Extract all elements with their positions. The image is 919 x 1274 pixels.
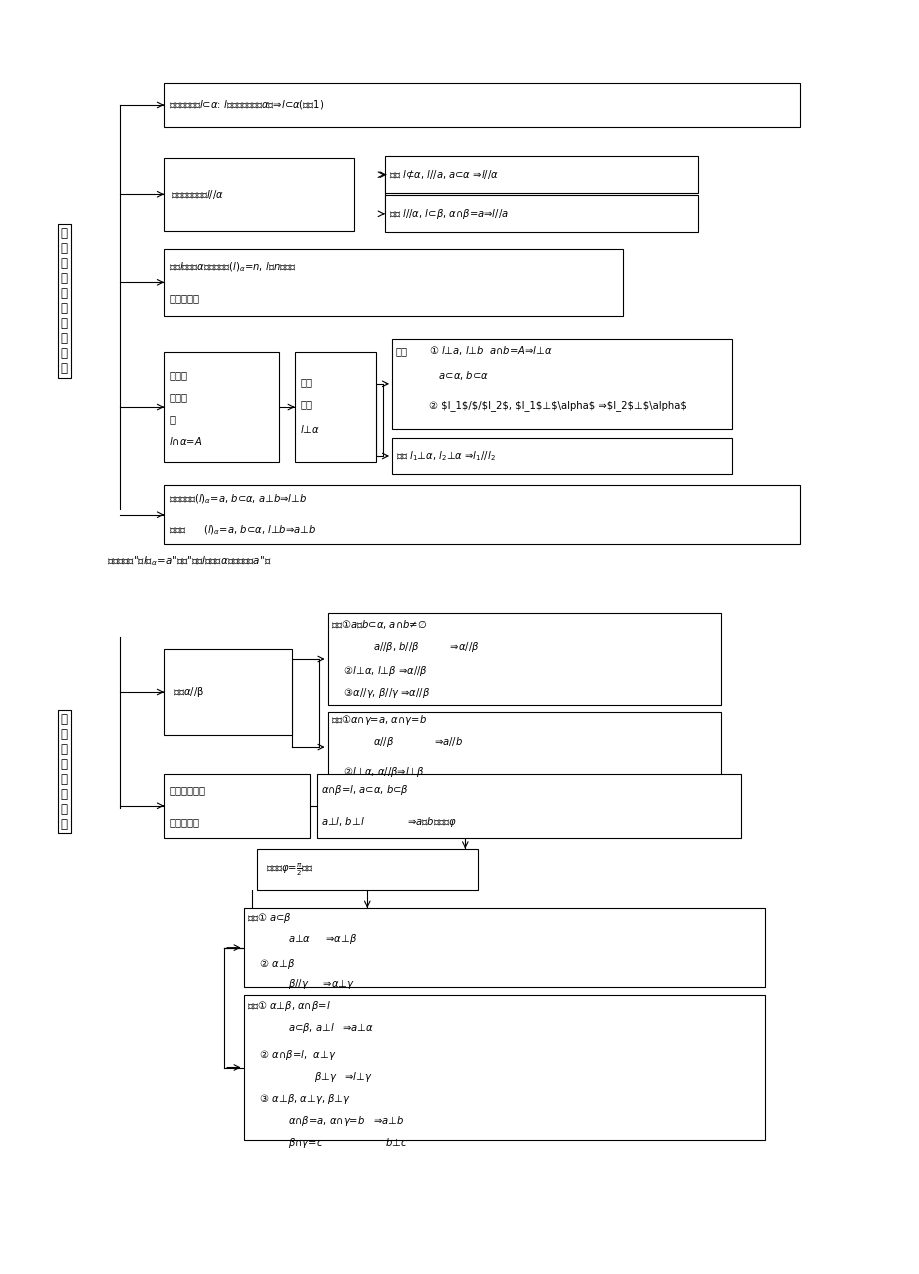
Bar (327, 712, 720, 782)
Text: 判定① $a$⊂$\beta$: 判定① $a$⊂$\beta$ (247, 911, 291, 925)
Text: 判定 $l$⊄$\alpha$, $l$//$a$, $a$⊂$\alpha$ ⇒$l$//$\alpha$: 判定 $l$⊄$\alpha$, $l$//$a$, $a$⊂$\alpha$ … (389, 168, 499, 181)
Text: 判定①$a$、$b$⊂$\alpha$, $a$∩$b$≠∅: 判定①$a$、$b$⊂$\alpha$, $a$∩$b$≠∅ (331, 618, 426, 632)
Text: 直线与平面平行$l$//$\alpha$: 直线与平面平行$l$//$\alpha$ (171, 187, 224, 201)
Text: ① $l$⊥$a$, $l$⊥$b$  $a$∩$b$=$A$⇒$l$⊥$\alpha$: ① $l$⊥$a$, $l$⊥$b$ $a$∩$b$=$A$⇒$l$⊥$\alp… (428, 344, 552, 357)
Text: 线面: 线面 (300, 377, 312, 387)
Text: 性质 $l$//$\alpha$, $l$⊂$\beta$, $\alpha$∩$\beta$=$a$⇒$l$//$a$: 性质 $l$//$\alpha$, $l$⊂$\beta$, $\alpha$∩… (389, 206, 509, 220)
Bar (316, 775, 740, 837)
Text: 相交（二面角: 相交（二面角 (169, 785, 205, 795)
Bar (384, 195, 698, 232)
Text: 直
线
与
平
面
的
位
置
关
系: 直 线 与 平 面 的 位 置 关 系 (61, 227, 68, 375)
Text: 直线与: 直线与 (169, 371, 187, 380)
Bar (164, 83, 800, 127)
Text: ③ $\alpha$⊥$\beta$, $\alpha$⊥$\gamma$, $\beta$⊥$\gamma$: ③ $\alpha$⊥$\beta$, $\alpha$⊥$\gamma$, $… (247, 1092, 351, 1106)
Text: $\alpha$∩$\beta$=$l$, $a$⊂$\alpha$, $b$⊂$\beta$: $\alpha$∩$\beta$=$l$, $a$⊂$\alpha$, $b$⊂… (321, 784, 409, 796)
Text: （上面符号"（$l$）$_{\alpha}$=$a$"表示"直线$l$在平面$\alpha$上的射影为$a$"）: （上面符号"（$l$）$_{\alpha}$=$a$"表示"直线$l$在平面$\… (107, 554, 271, 568)
Text: ③$\alpha$//$\gamma$, $\beta$//$\gamma$ ⇒$\alpha$//$\beta$: ③$\alpha$//$\gamma$, $\beta$//$\gamma$ ⇒… (331, 687, 430, 701)
Text: ②$l$⊥$\alpha$, $l$⊥$\beta$ ⇒$\alpha$//$\beta$: ②$l$⊥$\alpha$, $l$⊥$\beta$ ⇒$\alpha$//$\… (331, 664, 427, 678)
Text: ② $\alpha$⊥$\beta$: ② $\alpha$⊥$\beta$ (247, 957, 295, 971)
Text: $l$∩$\alpha$=$A$: $l$∩$\alpha$=$A$ (169, 436, 202, 447)
Bar (256, 848, 477, 891)
Text: $\beta$∩$\gamma$=$c$                    $b$⊥$c$: $\beta$∩$\gamma$=$c$ $b$⊥$c$ (288, 1136, 407, 1150)
Text: 平行$\alpha$//β: 平行$\alpha$//β (173, 685, 204, 699)
Text: ② $\alpha$∩$\beta$=$l$,  $\alpha$⊥$\gamma$: ② $\alpha$∩$\beta$=$l$, $\alpha$⊥$\gamma… (247, 1049, 336, 1063)
Text: 垂直: 垂直 (300, 400, 312, 410)
Bar (164, 248, 623, 316)
Bar (391, 438, 732, 474)
Text: 直线$l$与平面$\alpha$所成的角：$(l)_{\alpha}$=$n$, $l$与$n$所夹的: 直线$l$与平面$\alpha$所成的角：$(l)_{\alpha}$=$n$,… (169, 261, 297, 274)
Text: $\beta$⊥$\gamma$   ⇒$l$⊥$\gamma$: $\beta$⊥$\gamma$ ⇒$l$⊥$\gamma$ (314, 1070, 373, 1084)
Text: 性质① $\alpha$⊥$\beta$, $\alpha$∩$\beta$=$l$: 性质① $\alpha$⊥$\beta$, $\alpha$∩$\beta$=$… (247, 999, 331, 1013)
Text: 锐角或直角: 锐角或直角 (169, 293, 199, 303)
Text: 三垂线定理$(l)_{\alpha}$=$a$, $b$⊂$\alpha$, $a$⊥$b$⇒$l$⊥$b$: 三垂线定理$(l)_{\alpha}$=$a$, $b$⊂$\alpha$, $… (169, 492, 307, 506)
Text: 直线在平面内$l$⊂$\alpha$: $l$上有两点在平面$\alpha$上⇒$l$⊂$\alpha$(公理1): 直线在平面内$l$⊂$\alpha$: $l$上有两点在平面$\alpha$上⇒… (169, 98, 324, 112)
Text: $a$⊂$\beta$, $a$⊥$l$   ⇒$a$⊥$\alpha$: $a$⊂$\beta$, $a$⊥$l$ ⇒$a$⊥$\alpha$ (288, 1022, 373, 1036)
Bar (327, 613, 720, 705)
Text: $a$⊥$l$, $b$⊥$l$              ⇒$a$、$b$的交角$\varphi$: $a$⊥$l$, $b$⊥$l$ ⇒$a$、$b$的交角$\varphi$ (321, 814, 457, 828)
Text: $\beta$//$\gamma$     ⇒$\alpha$⊥$\gamma$: $\beta$//$\gamma$ ⇒$\alpha$⊥$\gamma$ (288, 977, 355, 991)
Text: 平面相: 平面相 (169, 392, 187, 403)
Text: $a$⊂$\alpha$, $b$⊂$\alpha$: $a$⊂$\alpha$, $b$⊂$\alpha$ (428, 368, 489, 382)
Text: 逆定理      $(l)_{\alpha}$=$a$, $b$⊂$\alpha$, $l$⊥$b$⇒$a$⊥$b$: 逆定理 $(l)_{\alpha}$=$a$, $b$⊂$\alpha$, $l… (169, 524, 316, 538)
Bar (164, 650, 292, 735)
Text: 判定: 判定 (395, 345, 407, 355)
Text: 垂直（$\varphi$=$\frac{\pi}{2}$时）: 垂直（$\varphi$=$\frac{\pi}{2}$时） (266, 861, 313, 878)
Bar (164, 775, 310, 837)
Bar (244, 995, 764, 1140)
Text: $\alpha$∩$\beta$=$a$, $\alpha$∩$\gamma$=$b$   ⇒$a$⊥$b$: $\alpha$∩$\beta$=$a$, $\alpha$∩$\gamma$=… (288, 1115, 403, 1129)
Text: 交: 交 (169, 414, 176, 424)
Text: 性质①$\alpha$∩$\gamma$=$a$, $\alpha$∩$\gamma$=$b$: 性质①$\alpha$∩$\gamma$=$a$, $\alpha$∩$\gam… (331, 713, 426, 727)
Text: $\alpha$//$\beta$             ⇒$a$//$b$: $\alpha$//$\beta$ ⇒$a$//$b$ (373, 735, 463, 749)
Bar (164, 485, 800, 544)
Bar (164, 158, 354, 231)
Bar (391, 339, 732, 429)
Text: 的平面角）: 的平面角） (169, 817, 199, 827)
Bar (164, 352, 278, 462)
Bar (384, 157, 698, 194)
Bar (244, 908, 764, 987)
Text: $l$⊥$\alpha$: $l$⊥$\alpha$ (300, 423, 320, 436)
Text: 两
平
面
的
位
置
关
系: 两 平 面 的 位 置 关 系 (61, 712, 68, 831)
Text: ②$l$⊥$\alpha$, $\alpha$//$\beta$⇒$l$⊥$\beta$: ②$l$⊥$\alpha$, $\alpha$//$\beta$⇒$l$⊥$\b… (331, 764, 425, 778)
Text: $a$//$\beta$, $b$//$\beta$          ⇒$\alpha$//$\beta$: $a$//$\beta$, $b$//$\beta$ ⇒$\alpha$//$\… (373, 640, 480, 654)
Text: 性质 $l_1$⊥$\alpha$, $l_2$⊥$\alpha$ ⇒$l_1$//$l_2$: 性质 $l_1$⊥$\alpha$, $l_2$⊥$\alpha$ ⇒$l_1$… (395, 450, 494, 462)
Text: $a$⊥$\alpha$     ⇒$\alpha$⊥$\beta$: $a$⊥$\alpha$ ⇒$\alpha$⊥$\beta$ (288, 933, 357, 947)
Text: ② $l_1$/$/$l_2$, $l_1$⊥$\alpha$ ⇒$l_2$⊥$\alpha$: ② $l_1$/$/$l_2$, $l_1$⊥$\alpha$ ⇒$l_2$⊥$… (428, 400, 686, 412)
Bar (294, 352, 376, 462)
